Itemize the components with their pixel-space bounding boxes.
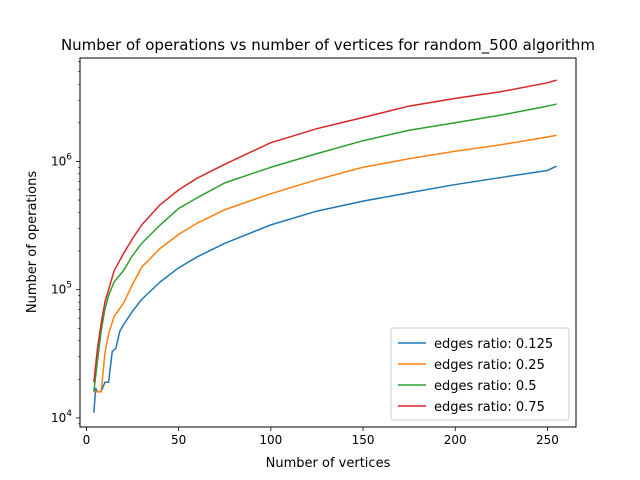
y-tick-label: 105: [51, 281, 72, 297]
series-line-2: [93, 134, 557, 393]
x-tick-label: 100: [259, 433, 282, 447]
x-tick-label: 0: [83, 433, 91, 447]
x-tick-label: 250: [536, 433, 559, 447]
plot-area: [93, 79, 557, 413]
series-line-4: [93, 79, 557, 383]
legend: edges ratio: 0.125 edges ratio: 0.25 edges…: [390, 327, 570, 421]
chart-title: Number of operations vs number of vertic…: [61, 36, 595, 55]
y-axis: 104 105 106: [51, 61, 80, 425]
legend-label: edges ratio: 0.75: [434, 400, 545, 415]
series-line-3: [93, 103, 557, 392]
legend-box: [390, 327, 570, 421]
legend-label: edges ratio: 0.125: [434, 337, 553, 352]
x-tick-label: 50: [171, 433, 186, 447]
y-tick-label: 104: [51, 409, 72, 425]
x-tick-label: 200: [444, 433, 467, 447]
y-tick-label: 106: [51, 152, 72, 168]
x-axis-label: Number of vertices: [266, 456, 391, 471]
x-tick-label: 150: [352, 433, 375, 447]
series-line-1: [93, 165, 557, 413]
y-axis-label: Number of operations: [25, 171, 40, 313]
legend-label: edges ratio: 0.5: [434, 379, 537, 394]
legend-label: edges ratio: 0.25: [434, 358, 545, 373]
plot-frame: [79, 57, 577, 428]
x-axis: 0 50 100 150 200 250: [83, 427, 559, 447]
